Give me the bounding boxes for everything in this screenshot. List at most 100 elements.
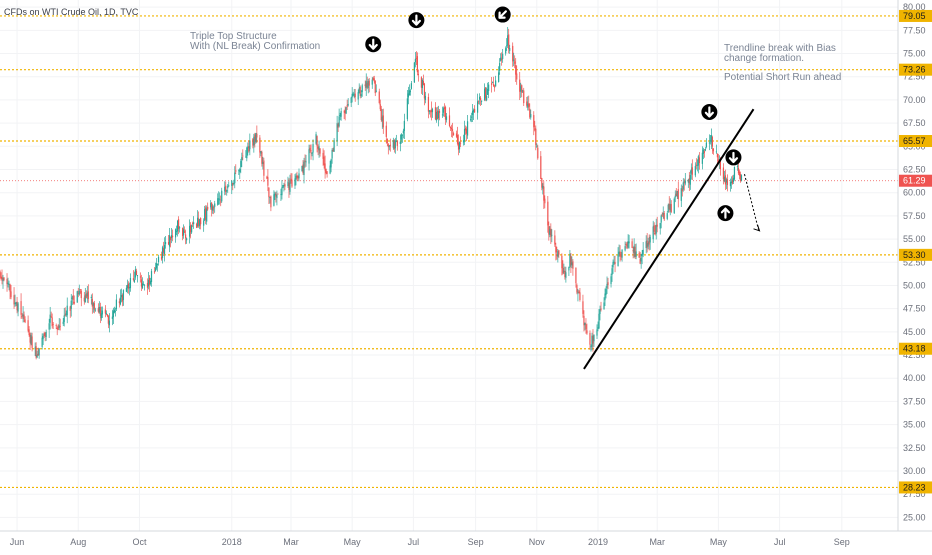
- candle-body: [501, 58, 503, 60]
- candle-body: [9, 284, 11, 292]
- candle-body: [274, 193, 276, 196]
- projection-arrowhead: [753, 224, 761, 232]
- level-price-box: [899, 342, 932, 355]
- projection-line[interactable]: [744, 174, 760, 230]
- candle-body: [339, 115, 341, 116]
- arrow-marker-icon[interactable]: [725, 149, 742, 166]
- candle-body: [263, 160, 265, 176]
- candle-body: [534, 128, 536, 131]
- candle-body: [199, 219, 201, 226]
- candle-body: [297, 175, 299, 179]
- candle-body: [186, 238, 188, 241]
- candle-body: [207, 206, 209, 210]
- arrow-marker-icon[interactable]: [365, 36, 382, 53]
- candle-body: [469, 119, 472, 121]
- candle-body: [193, 222, 195, 225]
- candle-body: [126, 284, 129, 289]
- candle-body: [385, 125, 387, 137]
- candle-body: [249, 140, 251, 150]
- candle-body: [716, 153, 718, 158]
- candle-body: [450, 127, 453, 130]
- candle-body: [493, 84, 495, 87]
- candle-body: [260, 151, 262, 154]
- candle-body: [254, 134, 256, 142]
- candle-body: [228, 185, 230, 187]
- candle-body: [711, 136, 713, 147]
- candle-body: [298, 173, 300, 179]
- candle-body: [465, 128, 468, 134]
- candle-body: [156, 264, 159, 265]
- candle-body: [389, 144, 391, 147]
- candle-body: [0, 276, 2, 279]
- candle-body: [247, 146, 249, 149]
- candle-body: [329, 165, 331, 174]
- candle-body: [107, 315, 109, 324]
- candle-body: [441, 114, 444, 116]
- time-tick-label: Jun: [10, 537, 25, 547]
- candle-body: [641, 254, 643, 257]
- candle-body: [456, 134, 459, 144]
- price-tick-label: 75.00: [903, 49, 926, 59]
- candle-body: [529, 108, 531, 118]
- arrow-marker-icon[interactable]: [408, 12, 425, 29]
- price-tick-label: 57.50: [903, 211, 926, 221]
- annotation-trend-1: Trendline break with Bias: [724, 43, 836, 54]
- candle-body: [400, 134, 402, 140]
- candle-body: [338, 116, 340, 127]
- candle-body: [543, 186, 545, 201]
- candle-body: [140, 279, 143, 287]
- candle-body: [182, 227, 184, 237]
- candle-body: [92, 303, 94, 306]
- candle-body: [256, 133, 258, 138]
- candle-body: [284, 184, 286, 187]
- candle-body: [512, 45, 514, 62]
- candle-body: [715, 151, 717, 153]
- arrow-marker-icon[interactable]: [717, 205, 734, 222]
- candle-body: [179, 227, 181, 229]
- level-price-label: 28.23: [903, 482, 926, 492]
- candle-body: [394, 140, 396, 149]
- candle-body: [635, 251, 637, 257]
- price-tick-label: 55.00: [903, 234, 926, 244]
- candle-body: [443, 107, 446, 110]
- candle-body: [688, 177, 690, 184]
- arrow-marker-icon[interactable]: [701, 103, 718, 120]
- candle-body: [221, 190, 223, 202]
- price-tick-label: 60.00: [903, 188, 926, 198]
- candle-body: [621, 249, 623, 258]
- candle-body: [375, 90, 377, 92]
- candle-body: [480, 98, 482, 101]
- time-tick-label: 2019: [588, 537, 608, 547]
- candle-body: [38, 348, 40, 356]
- candle-body: [281, 187, 283, 196]
- candle-body: [386, 138, 388, 144]
- time-axis[interactable]: Jun Aug Oct 2018 Mar May Jul Sep Nov 2019 Mar May Ju…: [0, 530, 932, 547]
- price-tick-label: 47.50: [903, 304, 926, 314]
- candle-body: [737, 168, 740, 174]
- candle-body: [654, 233, 656, 235]
- arrow-marker-icon[interactable]: [491, 3, 514, 26]
- candle-body: [211, 202, 213, 210]
- candle-body: [610, 276, 612, 285]
- price-axis[interactable]: 80.0077.5075.0072.5070.0067.5065.0062.50…: [897, 0, 932, 531]
- candle-body: [378, 91, 380, 104]
- candle-body: [358, 88, 360, 94]
- candle-body: [113, 309, 115, 313]
- candle-body: [41, 337, 43, 347]
- candle-body: [572, 261, 574, 269]
- candle-body: [562, 267, 564, 274]
- candle-body: [295, 175, 297, 180]
- candle-body: [500, 57, 502, 61]
- candle-body: [632, 249, 634, 252]
- candle-body: [104, 309, 106, 314]
- candle-body: [683, 181, 685, 183]
- candle-body: [392, 140, 394, 148]
- candle-body: [382, 115, 384, 128]
- candle-body: [569, 253, 571, 267]
- candle-body: [78, 290, 80, 295]
- level-price-box: [899, 135, 932, 148]
- trendline[interactable]: [583, 108, 755, 370]
- candle-body: [112, 311, 114, 318]
